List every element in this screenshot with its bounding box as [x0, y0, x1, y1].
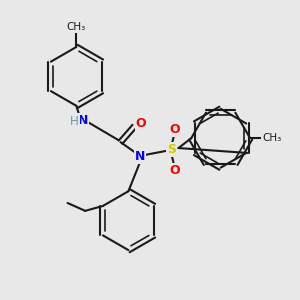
Text: CH₃: CH₃ [262, 133, 281, 143]
Text: N: N [78, 114, 88, 127]
Text: O: O [169, 123, 180, 136]
Text: S: S [167, 143, 176, 157]
Text: O: O [169, 164, 180, 177]
Text: O: O [136, 117, 146, 130]
Text: H: H [70, 115, 79, 128]
Text: N: N [135, 150, 146, 164]
Text: CH₃: CH₃ [67, 22, 86, 32]
